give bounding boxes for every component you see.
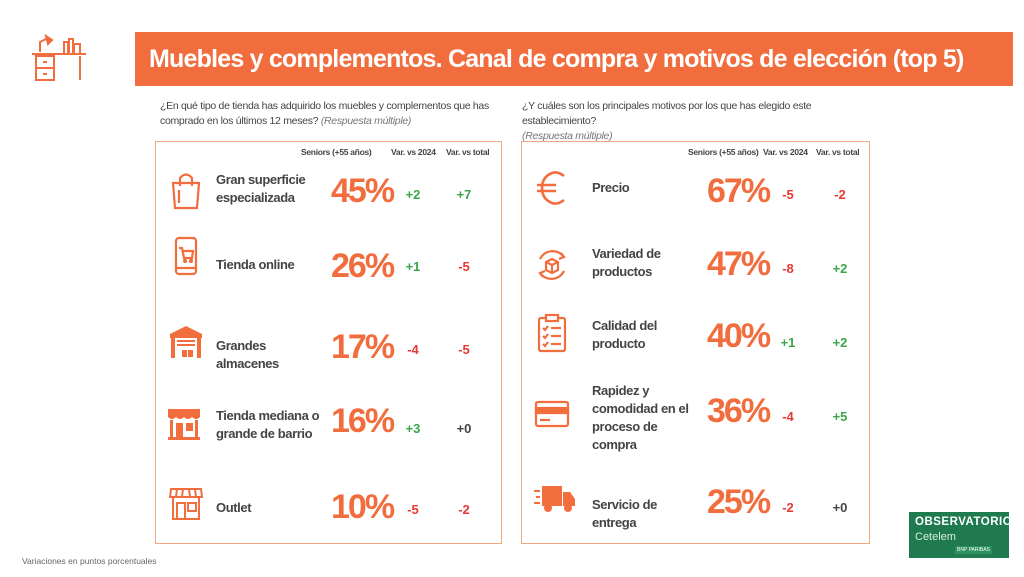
- row-label: Outlet: [216, 500, 252, 515]
- left-question-note: (Respuesta múltiple): [320, 115, 412, 127]
- logo-line3: BNP PARIBAS: [955, 546, 992, 554]
- row-pct: 45%: [331, 172, 395, 210]
- table-row: Rapidez y comodidad en el proceso de com…: [522, 380, 869, 452]
- row-vartotal: +2: [832, 261, 848, 276]
- row-pct: 67%: [707, 172, 771, 210]
- table-row: Variedad de productos 47% -8 +2: [522, 237, 869, 297]
- shopping-bag-icon: [171, 173, 201, 210]
- row-var2024: -5: [782, 187, 794, 202]
- col-head-var2024: Var. vs 2024: [763, 147, 808, 157]
- purchase-channel-panel: Seniors (+55 años) Var. vs 2024 Var. vs …: [155, 141, 502, 544]
- left-question: ¿En qué tipo de tienda has adquirido los…: [160, 99, 490, 129]
- row-var2024: -4: [782, 409, 794, 424]
- row-label: Calidad del producto: [592, 318, 657, 351]
- row-var2024: +1: [405, 259, 421, 274]
- smartphone-cart-icon: [174, 236, 198, 276]
- row-vartotal: +7: [456, 187, 472, 202]
- row-pct: 47%: [707, 245, 771, 283]
- row-pct: 16%: [331, 402, 395, 440]
- product-variety-icon: [538, 250, 566, 280]
- row-pct: 25%: [707, 483, 771, 521]
- choice-reasons-panel: Seniors (+55 años) Var. vs 2024 Var. vs …: [521, 141, 870, 544]
- logo-line1: OBSERVATORIO: [915, 516, 1013, 528]
- row-label: Rapidez y comodidad en el proceso de com…: [592, 383, 689, 452]
- col-head-seniors: Seniors (+55 años): [688, 147, 759, 157]
- row-vartotal: +2: [832, 335, 848, 350]
- table-row: Precio 67% -5 -2: [522, 162, 869, 222]
- left-question-text: ¿En qué tipo de tienda has adquirido los…: [160, 100, 489, 127]
- shop-awning-icon: [168, 488, 204, 520]
- delivery-truck-icon: [534, 486, 575, 512]
- row-label: Gran superficie especializada: [216, 172, 306, 205]
- row-var2024: +2: [405, 187, 421, 202]
- table-row: Calidad del producto 40% +1 +2: [522, 309, 869, 369]
- desk-icon: [32, 34, 86, 81]
- table-row: Gran superficie especializada 45% +2 +7: [156, 162, 501, 222]
- row-label: Servicio de entrega: [592, 497, 657, 530]
- table-row: Tienda online 26% +1 -5: [156, 232, 501, 292]
- right-question-text: ¿Y cuáles son los principales motivos po…: [522, 100, 812, 127]
- row-vartotal: +0: [832, 500, 848, 515]
- row-label: Tienda mediana o grande de barrio: [216, 408, 320, 441]
- row-label: Variedad de productos: [592, 246, 661, 279]
- observatorio-cetelem-logo: OBSERVATORIO Cetelem BNP PARIBAS: [909, 512, 1013, 558]
- row-pct: 26%: [331, 247, 395, 285]
- footnote: Variaciones en puntos porcentuales: [22, 556, 157, 566]
- row-var2024: -4: [407, 342, 419, 357]
- right-question: ¿Y cuáles son los principales motivos po…: [522, 99, 882, 144]
- row-pct: 10%: [331, 488, 395, 526]
- row-label: Grandes almacenes: [216, 338, 279, 371]
- row-var2024: -5: [407, 502, 419, 517]
- row-pct: 36%: [707, 392, 771, 430]
- row-vartotal: -5: [458, 259, 470, 274]
- row-var2024: +3: [405, 421, 421, 436]
- logo-line2: Cetelem: [915, 531, 956, 543]
- row-vartotal: -5: [458, 342, 470, 357]
- row-var2024: +1: [780, 335, 796, 350]
- row-vartotal: +0: [456, 421, 472, 436]
- clipboard-checklist-icon: [537, 313, 567, 353]
- warehouse-icon: [170, 326, 202, 358]
- credit-card-icon: [534, 400, 570, 428]
- table-row: Grandes almacenes 17% -4 -5: [156, 314, 501, 374]
- row-label: Tienda online: [216, 257, 295, 272]
- col-head-vartotal: Var. vs total: [816, 147, 860, 157]
- col-head-vartotal: Var. vs total: [446, 147, 490, 157]
- table-row: Outlet 10% -5 -2: [156, 477, 501, 537]
- col-head-seniors: Seniors (+55 años): [301, 147, 372, 157]
- row-var2024: -2: [782, 500, 794, 515]
- row-pct: 17%: [331, 328, 395, 366]
- right-question-note: (Respuesta múltiple): [522, 130, 613, 142]
- row-label: Precio: [592, 180, 630, 195]
- row-vartotal: +5: [832, 409, 848, 424]
- table-row: Servicio de entrega 25% -2 +0: [522, 470, 869, 530]
- row-pct: 40%: [707, 317, 771, 355]
- storefront-icon: [168, 409, 200, 440]
- col-head-var2024: Var. vs 2024: [391, 147, 436, 157]
- table-row: Tienda mediana o grande de barrio 16% +3…: [156, 397, 501, 457]
- row-var2024: -8: [782, 261, 794, 276]
- row-vartotal: -2: [458, 502, 470, 517]
- row-vartotal: -2: [834, 187, 846, 202]
- euro-icon: [537, 171, 565, 205]
- page-title: Muebles y complementos. Canal de compra …: [135, 32, 1013, 86]
